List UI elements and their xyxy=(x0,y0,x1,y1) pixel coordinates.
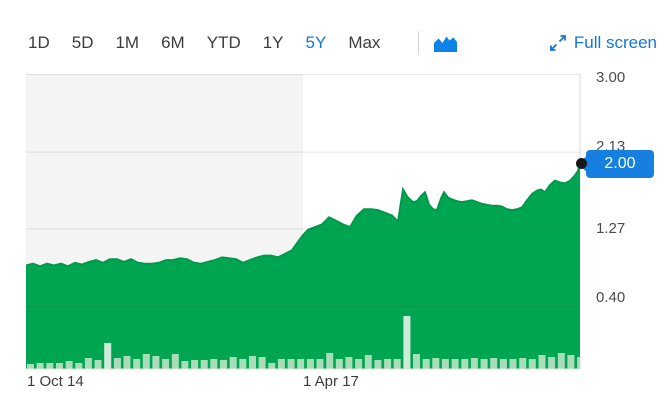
range-button-1y[interactable]: 1Y xyxy=(263,28,284,58)
last-price-badge: 2.00 xyxy=(577,150,654,178)
price-volume-chart[interactable] xyxy=(26,74,582,370)
toolbar-divider xyxy=(418,31,420,55)
chart-type-button[interactable] xyxy=(434,32,458,54)
y-axis-label-0.40: 0.40 xyxy=(596,289,626,306)
area-chart-icon xyxy=(434,34,458,53)
range-button-5y[interactable]: 5Y xyxy=(306,28,327,58)
range-button-1m[interactable]: 1M xyxy=(115,28,139,58)
y-axis-label-1.27: 1.27 xyxy=(596,220,626,237)
range-button-5d[interactable]: 5D xyxy=(72,28,94,58)
range-button-6m[interactable]: 6M xyxy=(161,28,185,58)
fullscreen-label: Full screen xyxy=(573,33,657,52)
range-button-max[interactable]: Max xyxy=(348,28,380,58)
y-axis-label-3.00: 3.00 xyxy=(596,69,626,86)
fullscreen-button[interactable]: Full screen xyxy=(549,33,657,53)
last-price-marker-dot xyxy=(576,158,587,169)
range-button-ytd[interactable]: YTD xyxy=(207,28,241,58)
range-button-1d[interactable]: 1D xyxy=(28,28,50,58)
x-axis-label-mid: 1 Apr 17 xyxy=(303,373,359,390)
x-axis-label-start: 1 Oct 14 xyxy=(27,373,84,390)
chart-toolbar: 1D 5D 1M 6M YTD 1Y 5Y Max Full screen xyxy=(0,28,662,58)
expand-arrows-icon xyxy=(549,34,567,52)
last-price-value: 2.00 xyxy=(604,155,636,172)
